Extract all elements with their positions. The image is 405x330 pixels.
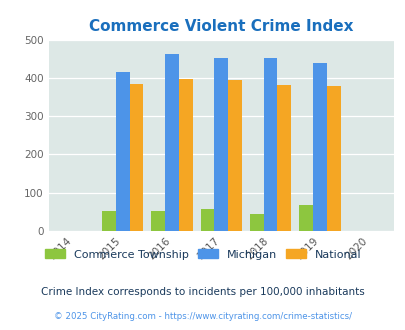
Text: Crime Index corresponds to incidents per 100,000 inhabitants: Crime Index corresponds to incidents per… (41, 287, 364, 297)
Bar (102, 211, 115, 231)
Bar (228, 80, 241, 231)
Bar (263, 58, 277, 231)
Bar (151, 211, 165, 231)
Bar (179, 79, 192, 231)
Bar (298, 205, 312, 231)
Bar (249, 214, 263, 231)
Bar (277, 85, 290, 231)
Bar (214, 58, 228, 231)
Title: Commerce Violent Crime Index: Commerce Violent Crime Index (89, 19, 353, 34)
Bar (165, 54, 179, 231)
Text: © 2025 CityRating.com - https://www.cityrating.com/crime-statistics/: © 2025 CityRating.com - https://www.city… (54, 312, 351, 321)
Bar (200, 209, 214, 231)
Legend: Commerce Township, Michigan, National: Commerce Township, Michigan, National (40, 245, 364, 264)
Bar (326, 85, 340, 231)
Bar (129, 84, 143, 231)
Bar (115, 72, 129, 231)
Bar (312, 63, 326, 231)
